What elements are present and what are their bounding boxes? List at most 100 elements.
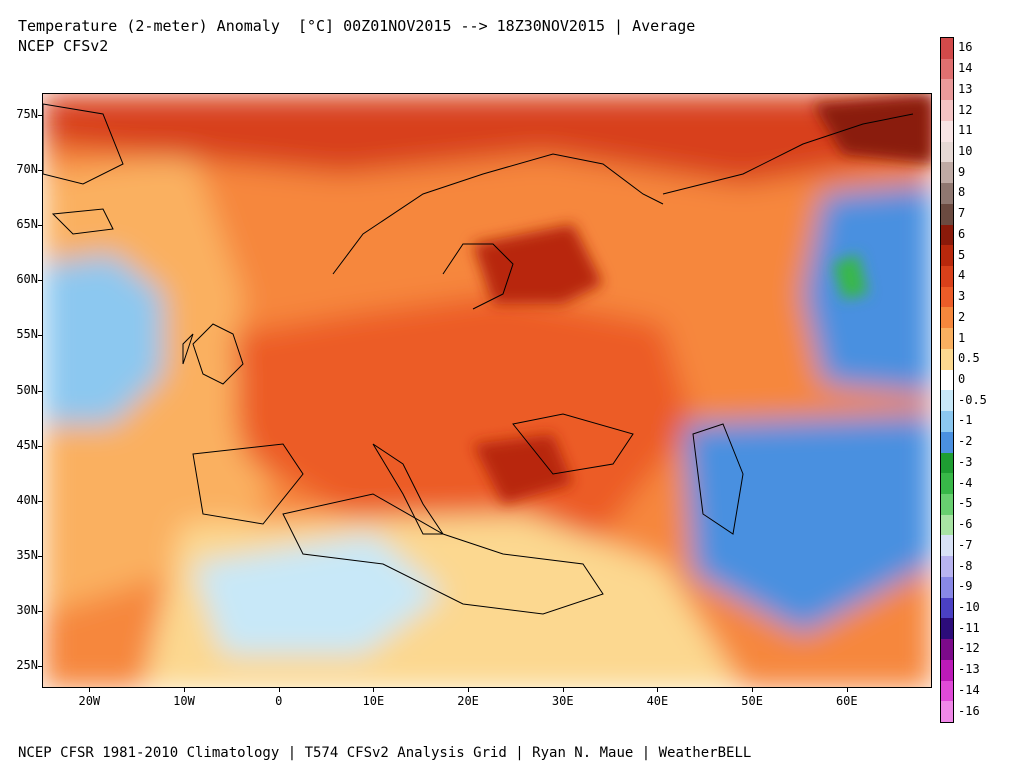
coastline-arctic-east <box>662 113 914 195</box>
lat-label: 50N <box>16 382 38 397</box>
region-central-asia-cold <box>683 414 931 634</box>
colorbar-label: -6 <box>958 517 973 532</box>
colorbar-label: -3 <box>958 454 973 469</box>
colorbar-label: -14 <box>958 682 980 697</box>
colorbar-swatch <box>941 58 953 80</box>
colorbar-label: -7 <box>958 537 973 552</box>
colorbar-swatch <box>941 452 953 474</box>
lat-tick <box>38 170 42 172</box>
lat-tick <box>38 115 42 117</box>
colorbar-label: 11 <box>958 123 973 138</box>
lat-label: 40N <box>16 492 38 507</box>
lat-tick <box>38 390 42 392</box>
colorbar-swatch <box>941 245 953 267</box>
colorbar-swatch <box>941 120 953 143</box>
lat-label: 30N <box>16 602 38 617</box>
footer-credit: NCEP CFSR 1981-2010 Climatology | T574 C… <box>18 745 752 761</box>
lat-tick <box>38 445 42 447</box>
lon-label: 0 <box>275 694 283 708</box>
colorbar-label: 2 <box>958 309 966 324</box>
colorbar-swatch <box>941 369 953 391</box>
lon-label: 30E <box>551 694 574 708</box>
colorbar-swatch <box>941 100 953 122</box>
anomaly-map[interactable] <box>42 93 932 688</box>
coastline-iberia <box>192 443 304 525</box>
colorbar-label: 0.5 <box>958 351 980 366</box>
lat-tick <box>38 280 42 282</box>
coastlines <box>43 103 914 615</box>
lon-label: 40E <box>646 694 669 708</box>
lat-tick <box>38 500 42 502</box>
lon-tick <box>562 688 564 692</box>
colorbar-swatch <box>941 328 953 350</box>
lat-tick <box>38 225 42 227</box>
colorbar-label: 12 <box>958 102 973 117</box>
colorbar-label: 14 <box>958 61 973 76</box>
colorbar-label: -4 <box>958 475 973 490</box>
colorbar-label: 10 <box>958 144 973 158</box>
region-ural-cold <box>803 184 931 394</box>
lon-tick <box>184 688 186 692</box>
colorbar-swatch <box>941 38 953 60</box>
lat-label: 25N <box>16 657 38 672</box>
coastline-caspian <box>692 423 744 535</box>
coastline-scandinavia <box>332 153 664 310</box>
colorbar-swatch <box>941 348 953 371</box>
lat-tick <box>38 335 42 337</box>
colorbar-swatch <box>941 183 953 205</box>
colorbar-swatch <box>941 203 953 226</box>
colorbar-swatch <box>941 141 953 163</box>
colorbar-swatch <box>941 494 953 516</box>
lat-label: 65N <box>16 217 38 232</box>
region-atlantic-cold <box>43 254 163 424</box>
colorbar-swatch <box>941 639 953 661</box>
colorbar-swatch <box>941 224 953 246</box>
lon-label: 20E <box>457 694 479 708</box>
colorbar-swatch <box>941 514 953 536</box>
lon-tick <box>752 688 754 692</box>
colorbar-label: -12 <box>958 641 980 656</box>
colorbar-label: -1 <box>958 413 973 428</box>
colorbar-label: -2 <box>958 434 973 449</box>
colorbar-label: 3 <box>958 289 966 304</box>
lat-label: 60N <box>16 272 38 287</box>
colorbar-label: -5 <box>958 496 973 511</box>
colorbar-swatch <box>941 680 953 702</box>
lat-tick <box>38 665 42 667</box>
lat-label: 75N <box>16 107 38 122</box>
colorbar-label: 0 <box>958 372 966 386</box>
coastline-black-sea <box>512 413 634 475</box>
region-balkans <box>473 434 573 504</box>
colorbar-swatch <box>941 266 953 288</box>
colorbar-label: 9 <box>958 164 966 179</box>
lon-tick <box>89 688 91 692</box>
colorbar-swatch <box>941 556 953 578</box>
colorbar-label: -16 <box>958 703 980 718</box>
colorbar-label: 7 <box>958 206 966 221</box>
chart-title: Temperature (2-meter) Anomaly [°C] 00Z01… <box>18 17 696 35</box>
lon-label: 50E <box>741 694 763 708</box>
region-arctic-north <box>43 94 931 184</box>
colorbar-swatch <box>941 618 953 640</box>
lon-tick <box>278 688 280 692</box>
colorbar-swatch <box>941 576 953 599</box>
region-fennoscandia <box>473 224 603 304</box>
lat-label: 45N <box>16 437 38 452</box>
colorbar-label: -10 <box>958 600 980 614</box>
lon-tick <box>846 688 848 692</box>
lat-label: 55N <box>16 327 38 342</box>
anomaly-map-canvas <box>43 94 931 687</box>
coastline-british-isles <box>182 323 244 385</box>
lon-label: 60E <box>835 694 858 708</box>
lon-tick <box>373 688 375 692</box>
colorbar-label: 5 <box>958 247 966 262</box>
colorbar-swatch <box>941 390 953 412</box>
region-kara-sea-hot <box>813 94 931 164</box>
colorbar-swatch <box>941 659 953 682</box>
colorbar-label: -8 <box>958 558 973 573</box>
lat-tick <box>38 610 42 612</box>
colorbar-label: -0.5 <box>958 392 987 407</box>
colorbar-swatch <box>941 79 953 101</box>
colorbar-label: -13 <box>958 662 980 677</box>
colorbar-swatch <box>941 162 953 184</box>
